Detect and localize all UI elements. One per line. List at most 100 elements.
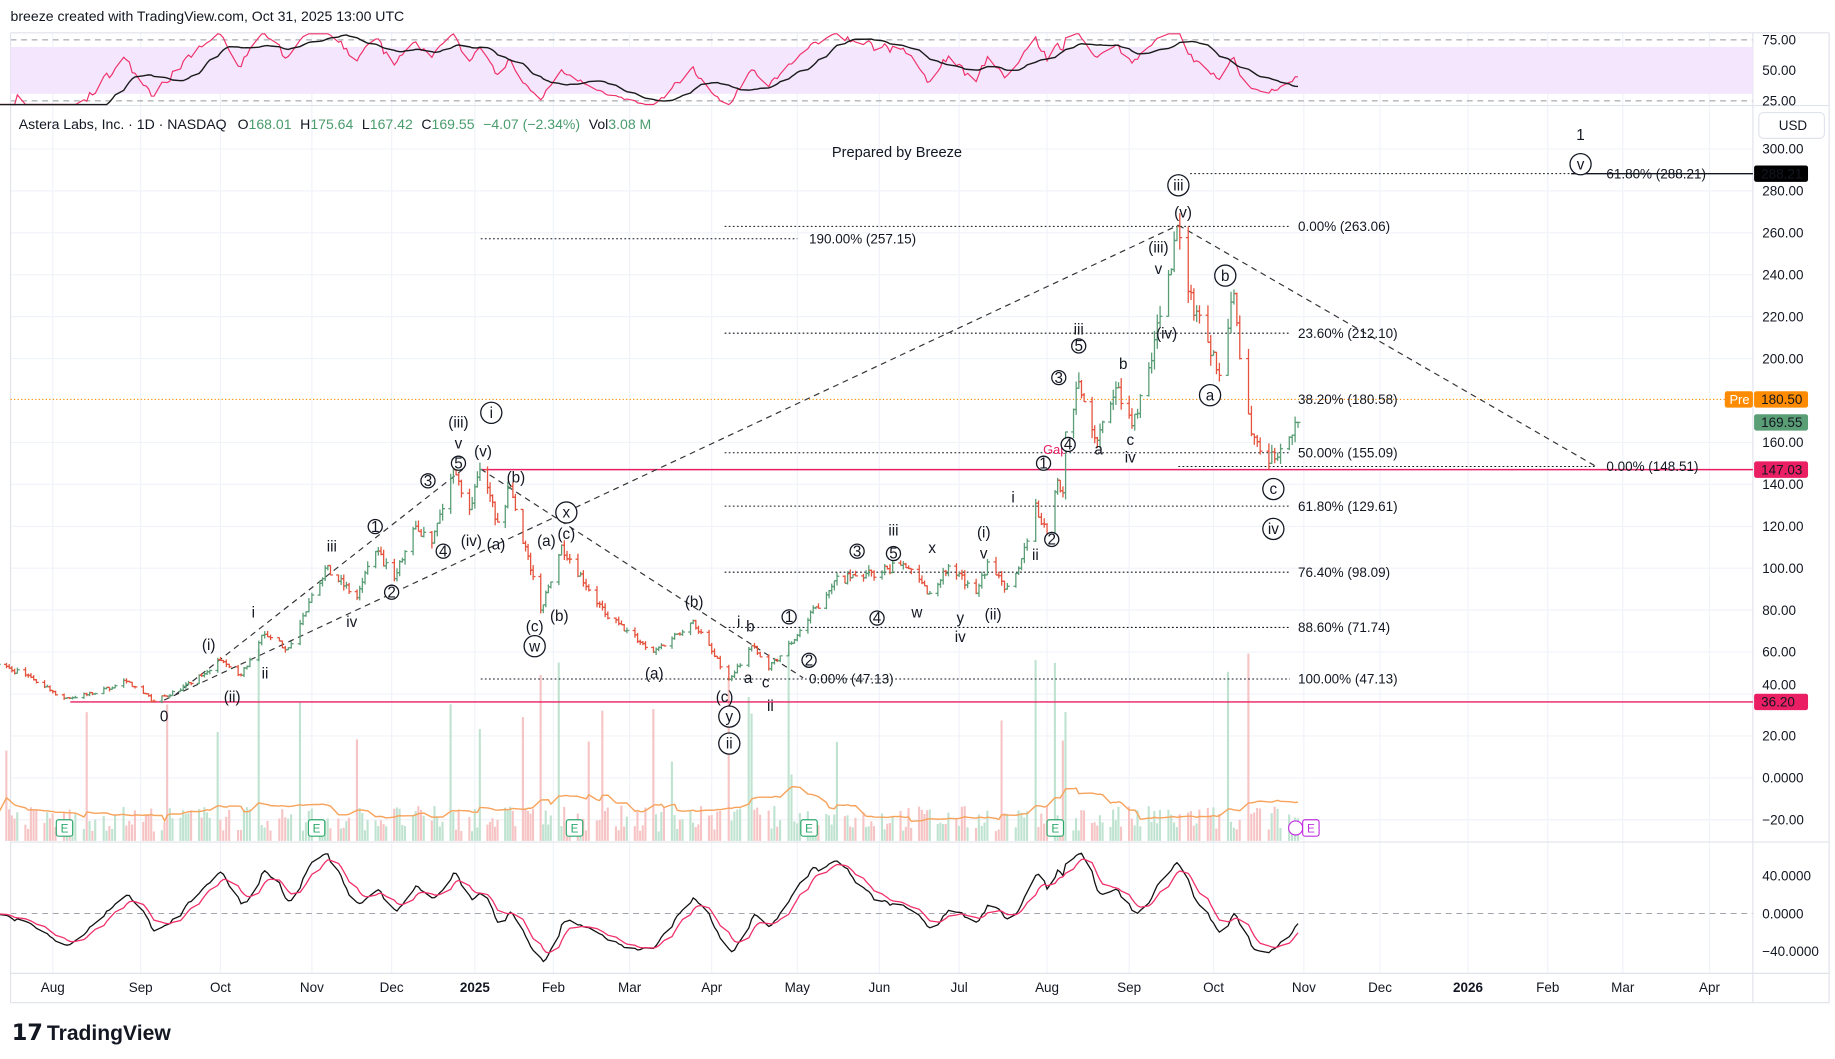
price-bar[interactable] [73, 695, 78, 699]
price-bar[interactable] [432, 530, 437, 544]
price-bar[interactable] [1228, 291, 1234, 334]
price-bar[interactable] [546, 584, 551, 594]
price-bar[interactable] [1217, 362, 1222, 382]
price-bar[interactable] [688, 622, 693, 636]
price-bar[interactable] [1132, 413, 1138, 431]
price-bar[interactable] [1022, 542, 1027, 564]
price-bar[interactable] [467, 488, 472, 515]
price-bar[interactable] [207, 669, 213, 675]
price-bar[interactable] [581, 570, 586, 587]
price-bar[interactable] [898, 560, 903, 566]
price-bar[interactable] [1005, 582, 1010, 590]
price-bar[interactable] [413, 520, 419, 530]
price-bar[interactable] [698, 629, 704, 635]
price-bar[interactable] [1205, 305, 1211, 343]
price-bar[interactable] [583, 578, 589, 591]
time-axis-label[interactable]: Nov [1292, 980, 1316, 995]
price-bar[interactable] [538, 573, 544, 614]
price-bar[interactable] [1118, 378, 1124, 410]
time-axis-label[interactable]: Aug [1035, 980, 1059, 995]
price-bar[interactable] [927, 590, 933, 595]
price-bar[interactable] [680, 629, 685, 636]
price-bar[interactable] [890, 560, 896, 574]
price-bar[interactable] [946, 563, 951, 577]
price-bar[interactable] [962, 570, 968, 590]
price-bar[interactable] [965, 580, 970, 589]
price-bar[interactable] [490, 494, 495, 508]
price-bar[interactable] [265, 630, 270, 638]
price-bar[interactable] [1292, 416, 1298, 443]
price-bar[interactable] [170, 690, 175, 697]
price-bar[interactable] [706, 629, 712, 646]
price-bar[interactable] [188, 682, 194, 686]
price-bar[interactable] [1149, 352, 1154, 374]
target-price-tag[interactable]: 288.21 [1754, 165, 1809, 182]
price-bar[interactable] [223, 659, 229, 667]
price-bar[interactable] [440, 503, 445, 521]
price-bar[interactable] [456, 473, 462, 486]
earnings-marker[interactable]: E [55, 819, 74, 837]
price-bar[interactable] [696, 625, 701, 634]
axes[interactable]: 300.00280.00260.00240.00220.00200.00160.… [41, 33, 1819, 996]
price-bar[interactable] [437, 509, 443, 524]
price-bar[interactable] [586, 584, 592, 592]
price-bar[interactable] [973, 578, 979, 595]
price-bar[interactable] [1177, 213, 1183, 250]
price-bar[interactable] [735, 663, 740, 674]
price-bar[interactable] [956, 571, 962, 578]
currency-button[interactable]: USD [1758, 111, 1826, 139]
price-bar[interactable] [477, 462, 483, 482]
time-axis-label[interactable]: Apr [701, 980, 722, 995]
price-bar[interactable] [993, 556, 999, 576]
earnings-marker[interactable]: E [307, 819, 326, 837]
price-bar[interactable] [328, 564, 333, 576]
price-bar[interactable] [717, 655, 723, 670]
price-bar[interactable] [288, 641, 294, 649]
price-bar[interactable] [1208, 335, 1214, 366]
price-bar[interactable] [797, 628, 803, 638]
price-bar[interactable] [309, 592, 315, 603]
earnings-marker[interactable]: E [1046, 819, 1065, 837]
price-bar[interactable] [394, 568, 400, 582]
price-bar[interactable] [922, 580, 927, 587]
price-bar[interactable] [429, 531, 435, 549]
price-bar[interactable] [256, 640, 262, 662]
price-bar[interactable] [853, 570, 858, 577]
price-bar[interactable] [34, 679, 39, 684]
price-bar[interactable] [1272, 447, 1278, 464]
price-bar[interactable] [459, 479, 464, 498]
price-bar[interactable] [1033, 498, 1039, 542]
price-bar[interactable] [485, 466, 490, 494]
time-axis-label[interactable]: Jul [951, 980, 968, 995]
time-axis-label[interactable]: 2025 [460, 980, 490, 995]
price-bar[interactable] [15, 667, 20, 674]
price-bar[interactable] [346, 582, 352, 594]
price-bar[interactable] [141, 685, 146, 695]
time-axis-label[interactable]: 2026 [1453, 980, 1483, 995]
price-bar[interactable] [341, 574, 347, 591]
price-bar[interactable] [1024, 538, 1030, 551]
time-axis-label[interactable]: Jun [869, 980, 891, 995]
earnings-marker[interactable]: E [565, 819, 584, 837]
price-bar[interactable] [357, 585, 363, 601]
price-bar[interactable] [863, 570, 869, 579]
price-bar[interactable] [659, 643, 664, 650]
price-bar[interactable] [1234, 292, 1240, 327]
price-bar[interactable] [487, 482, 493, 502]
price-bar[interactable] [1278, 443, 1283, 464]
price-bar[interactable] [924, 585, 930, 595]
price-bar[interactable] [92, 692, 98, 695]
price-bar[interactable] [1089, 396, 1095, 439]
price-bar[interactable] [1237, 315, 1243, 360]
price-bar[interactable] [1166, 270, 1171, 317]
price-bar[interactable] [540, 604, 546, 614]
price-bar[interactable] [1108, 401, 1113, 424]
price-bar[interactable] [1214, 351, 1219, 375]
time-axis-label[interactable]: Sep [1117, 980, 1141, 995]
price-bar[interactable] [940, 567, 946, 585]
price-bar[interactable] [605, 611, 611, 620]
time-axis-label[interactable]: Dec [1368, 980, 1392, 995]
earnings-marker[interactable]: E [800, 819, 818, 837]
time-axis-label[interactable]: Oct [1203, 980, 1224, 995]
price-bar[interactable] [757, 651, 763, 658]
